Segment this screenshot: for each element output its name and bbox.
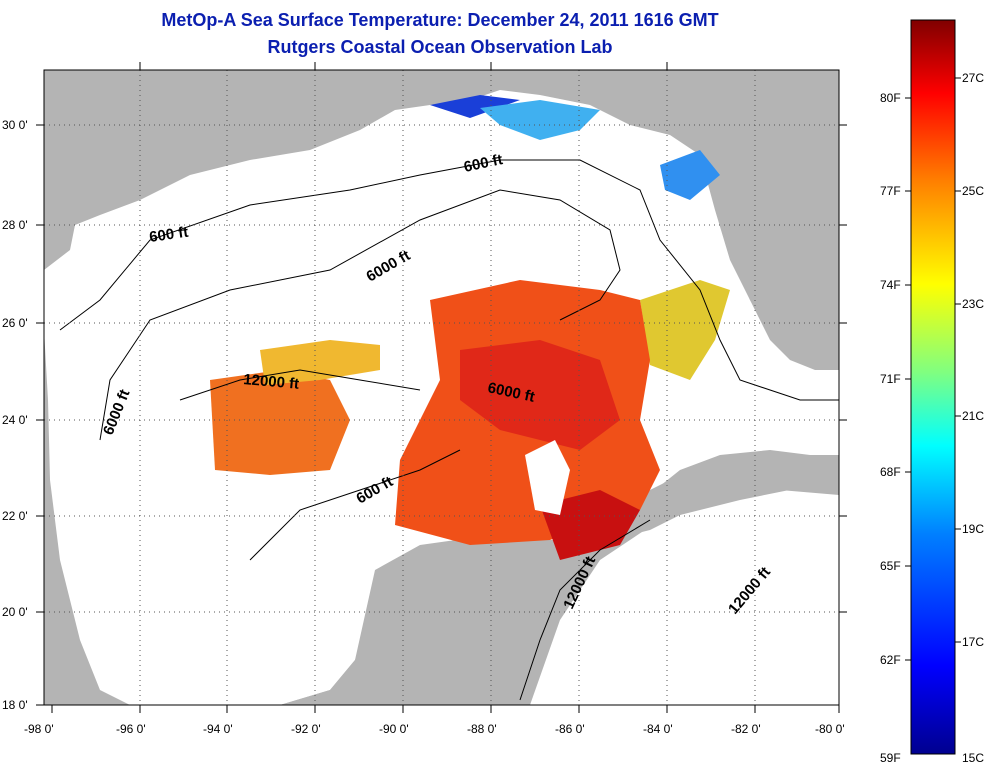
contour-600ft (59, 159, 839, 401)
colorbar-f-label: 71F (880, 372, 901, 386)
lat-label: 28 0' (2, 218, 28, 232)
lon-label: -84 0' (643, 722, 673, 736)
sst-patch-central-red (460, 340, 620, 450)
colorbar-c-label: 19C (962, 522, 984, 536)
colorbar-c-label: 17C (962, 635, 984, 649)
colorbar-c-label: 25C (962, 184, 984, 198)
lon-label: -82 0' (731, 722, 761, 736)
lat-label: 30 0' (2, 118, 28, 132)
colorbar-c-label: 23C (962, 297, 984, 311)
contour-6000ft (99, 189, 621, 441)
colorbar-f-label: 65F (880, 559, 901, 573)
colorbar-ticks-c (955, 77, 961, 643)
colorbar-gradient (910, 19, 956, 755)
axis-ticks (36, 62, 847, 713)
lat-label: 22 0' (2, 509, 28, 523)
bathymetry-contours (59, 159, 839, 701)
colorbar-f-label: 62F (880, 653, 901, 667)
lon-label: -90 0' (379, 722, 409, 736)
sst-patch-west-orange (210, 370, 350, 475)
lat-label: 26 0' (2, 316, 28, 330)
lon-label: -86 0' (555, 722, 585, 736)
map-panel: 600 ft 600 ft 6000 ft 6000 ft 12000 ft 6… (44, 70, 839, 705)
colorbar-f-label: 77F (880, 184, 901, 198)
sst-patch-north-cyan (480, 100, 600, 140)
map-title: MetOp-A Sea Surface Temperature: Decembe… (161, 10, 719, 30)
map-frame (43, 69, 840, 706)
lat-label: 18 0' (2, 698, 28, 712)
lat-label: 24 0' (2, 413, 28, 427)
colorbar-f-label: 74F (880, 278, 901, 292)
contour-600ft-south (249, 449, 461, 561)
sst-patch-north-cold (430, 95, 520, 118)
caribbean-water (530, 480, 839, 705)
sst-data (210, 95, 730, 560)
contour-12000ft (179, 369, 421, 401)
sst-patch-loop-gap (525, 440, 570, 515)
florida-land (700, 70, 839, 365)
map-subtitle: Rutgers Coastal Ocean Observation Lab (267, 37, 613, 57)
lon-label: -80 0' (815, 722, 845, 736)
graticule (44, 70, 839, 705)
contour-yucatan (519, 519, 651, 701)
yucatan-land (280, 535, 550, 705)
colorbar-c-label: 27C (962, 71, 984, 85)
colorbar-c-label: 21C (962, 409, 984, 423)
sst-patch-apalachee (660, 150, 720, 200)
colorbar-f-label: 59F (880, 751, 901, 765)
colorbar-f-label: 80F (880, 91, 901, 105)
lon-label: -92 0' (291, 722, 321, 736)
lat-label: 20 0' (2, 605, 28, 619)
longitude-labels: -98 0' -96 0' -94 0' -92 0' -90 0' -88 0… (24, 722, 845, 736)
lon-label: -96 0' (116, 722, 146, 736)
colorbar: 80F 77F 74F 71F 68F 65F 62F 59F 27C 25C … (880, 19, 984, 765)
colorbar-c-label: 15C (962, 751, 984, 765)
lon-label: -98 0' (24, 722, 54, 736)
colorbar-f-label: 68F (880, 465, 901, 479)
sst-patch-west-yellow (260, 340, 380, 385)
contour-label: 12000 ft (243, 371, 300, 393)
colorbar-ticks-f (905, 97, 911, 661)
sst-patch-yucatan-dark (540, 490, 640, 560)
latitude-labels: 30 0' 28 0' 26 0' 24 0' 22 0' 20 0' 18 0… (2, 118, 28, 712)
cuba-land (610, 465, 839, 540)
lon-label: -94 0' (203, 722, 233, 736)
sst-patch-west-florida (640, 280, 730, 380)
contour-label: 600 ft (148, 224, 189, 246)
lon-label: -88 0' (467, 722, 497, 736)
